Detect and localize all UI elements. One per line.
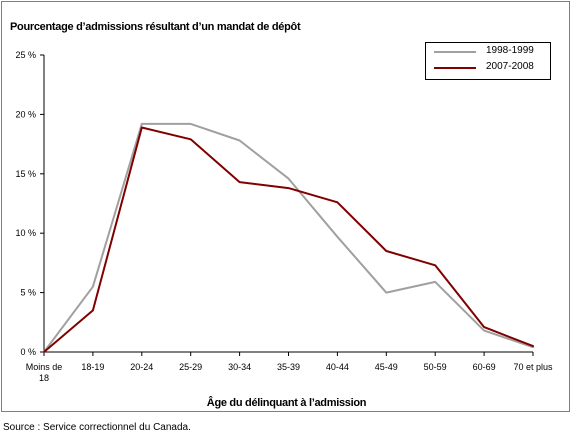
x-tick-label: Moins de 18 [26, 362, 63, 383]
x-tick-label: 35-39 [277, 362, 300, 372]
data-point-2007-2008-10 [532, 345, 534, 347]
y-tick-label: 20 % [15, 109, 36, 119]
y-tick-label: 10 % [15, 228, 36, 238]
x-axis-title: Âge du délinquant à l’admission [206, 397, 367, 409]
x-tick-label: 30-34 [228, 362, 251, 372]
data-point-2007-2008-7 [385, 250, 387, 252]
y-axis-title: Pourcentage d’admissions résultant d’un … [10, 21, 301, 33]
y-tick-label: 25 % [15, 50, 36, 60]
data-point-1998-1999-1 [92, 286, 94, 288]
x-tick-label: 40-44 [326, 362, 349, 372]
x-tick-label: 20-24 [130, 362, 153, 372]
y-tick-label: 15 % [15, 169, 36, 179]
data-point-2007-2008-2 [141, 126, 143, 128]
data-point-2007-2008-5 [288, 187, 290, 189]
data-point-1998-1999-4 [239, 140, 241, 142]
data-point-2007-2008-6 [336, 201, 338, 203]
x-tick-label: 25-29 [179, 362, 202, 372]
x-tick-label: 50-59 [424, 362, 447, 372]
x-tick-label: 18-19 [81, 362, 104, 372]
data-point-2007-2008-8 [434, 264, 436, 266]
series-line-2007-2008 [43, 126, 534, 353]
data-point-1998-1999-9 [483, 330, 485, 332]
series-line-1998-1999 [43, 122, 534, 353]
data-point-2007-2008-9 [483, 326, 485, 328]
legend-item-1998-1999: 1998-1999 [434, 45, 549, 59]
data-point-1998-1999-8 [434, 281, 436, 283]
legend: 1998-1999 2007-2008 [425, 42, 551, 80]
data-point-1998-1999-3 [190, 123, 192, 125]
data-point-2007-2008-4 [239, 181, 241, 183]
x-tick-label: 60-69 [473, 362, 496, 372]
legend-label-1998-1999: 1998-1999 [486, 45, 534, 56]
y-tick-label: 0 % [20, 347, 36, 357]
legend-swatch-1998-1999 [434, 51, 476, 53]
source-note: Source : Service correctionnel du Canada… [3, 422, 191, 433]
legend-swatch-2007-2008 [434, 67, 476, 69]
data-point-1998-1999-7 [385, 292, 387, 294]
data-point-1998-1999-5 [288, 178, 290, 180]
data-point-1998-1999-2 [141, 123, 143, 125]
y-tick-label: 5 % [20, 288, 36, 298]
data-point-1998-1999-6 [336, 236, 338, 238]
data-point-2007-2008-0 [43, 351, 45, 353]
x-tick-label: 45-49 [375, 362, 398, 372]
x-tick-label: 70 et plus [513, 362, 553, 372]
legend-item-2007-2008: 2007-2008 [434, 61, 549, 75]
data-point-2007-2008-1 [92, 309, 94, 311]
legend-label-2007-2008: 2007-2008 [486, 61, 534, 72]
data-point-2007-2008-3 [190, 138, 192, 140]
